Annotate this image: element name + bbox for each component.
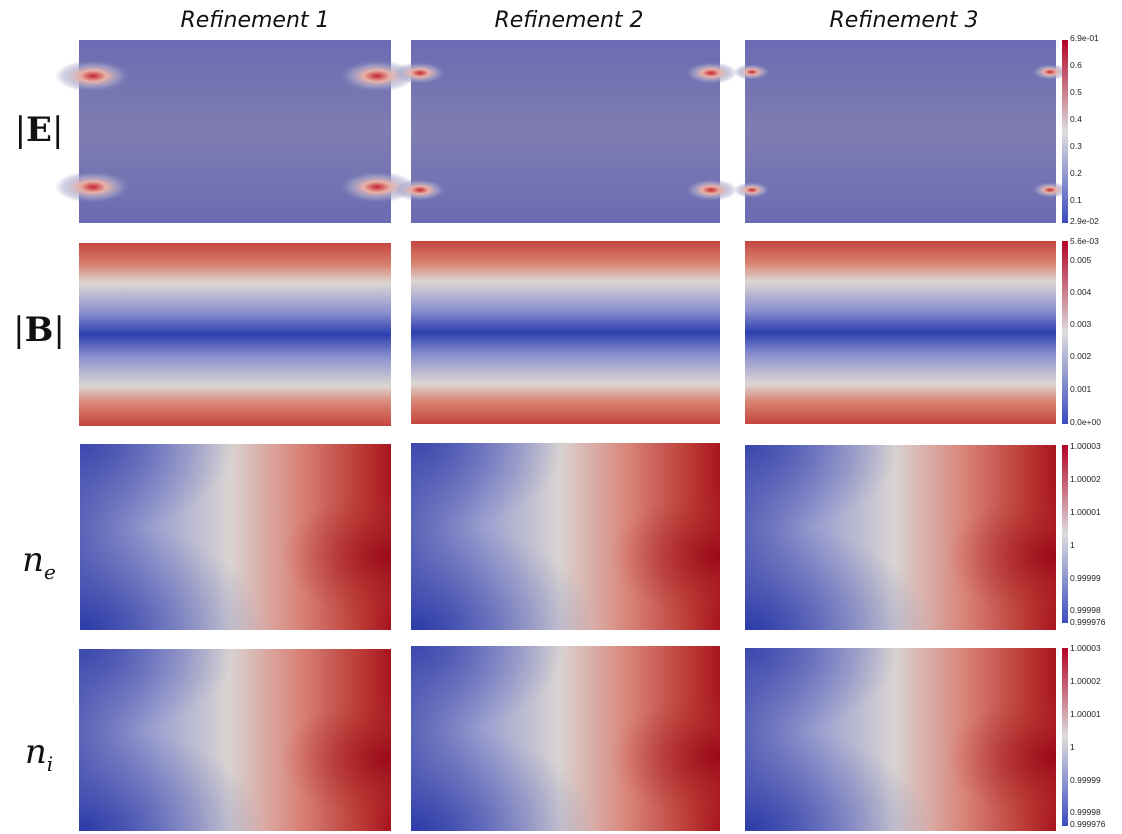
colorbar-ni-tick: 0.99998 xyxy=(1070,807,1101,817)
colorbar-bfield-tick: 0.003 xyxy=(1070,319,1092,329)
panel-efield-refinement-2 xyxy=(394,40,737,223)
colorbar-bfield-tick: 0.0e+00 xyxy=(1070,417,1101,427)
colorbar-ne-tick: 1.00002 xyxy=(1070,474,1101,484)
row-label-electric-field: |E| xyxy=(14,110,64,150)
column-title-refinement-1: Refinement 1 xyxy=(180,8,330,33)
colorbar-ni-tick: 1.00001 xyxy=(1070,709,1101,719)
colorbar-efield-tick: 0.2 xyxy=(1070,168,1082,178)
colorbar-ne-tick: 0.99999 xyxy=(1070,573,1101,583)
colorbar-ne-tick: 0.999976 xyxy=(1070,617,1106,627)
colorbar-ne xyxy=(1062,445,1068,623)
colorbar-bfield-tick: 5.6e-03 xyxy=(1070,236,1099,246)
colorbar-ne-tick: 0.99998 xyxy=(1070,605,1101,615)
colorbar-efield-tick: 0.5 xyxy=(1070,87,1082,97)
colorbar-ni-tick: 1 xyxy=(1070,742,1075,752)
colorbar-ni-tick: 0.99999 xyxy=(1070,775,1101,785)
colorbar-ni-tick: 1.00003 xyxy=(1070,643,1101,653)
colorbar-efield xyxy=(1062,40,1068,223)
colorbar-efield-tick: 6.9e-01 xyxy=(1070,33,1099,43)
panel-ne-refinement-2 xyxy=(411,443,720,630)
colorbar-efield-tick: 0.4 xyxy=(1070,114,1082,124)
row-label-magnetic-field: |B| xyxy=(13,310,65,350)
colorbar-ne-tick: 1.00003 xyxy=(1070,441,1101,451)
panel-ni-refinement-2 xyxy=(411,646,720,831)
panel-ni-refinement-1 xyxy=(79,649,391,831)
panel-ni-refinement-3 xyxy=(745,648,1056,831)
colorbar-efield-tick: 0.3 xyxy=(1070,141,1082,151)
row-label-electron-density: ne xyxy=(22,540,56,584)
colorbar-ni-tick: 1.00002 xyxy=(1070,676,1101,686)
colorbar-bfield-tick: 0.001 xyxy=(1070,384,1092,394)
panel-ne-refinement-3 xyxy=(745,445,1056,630)
colorbar-ne-tick: 1 xyxy=(1070,540,1075,550)
column-title-refinement-3: Refinement 3 xyxy=(829,8,979,33)
colorbar-bfield xyxy=(1062,241,1068,424)
panel-bfield-refinement-3 xyxy=(745,241,1056,424)
colorbar-bfield-tick: 0.005 xyxy=(1070,255,1092,265)
panel-ne-refinement-1 xyxy=(80,444,391,630)
panel-bfield-refinement-2 xyxy=(411,241,720,424)
panel-bfield-refinement-1 xyxy=(79,243,391,426)
colorbar-bfield-tick: 0.002 xyxy=(1070,351,1092,361)
colorbar-efield-tick: 0.6 xyxy=(1070,60,1082,70)
colorbar-ni xyxy=(1062,648,1068,826)
colorbar-bfield-tick: 0.004 xyxy=(1070,287,1092,297)
colorbar-efield-tick: 0.1 xyxy=(1070,195,1082,205)
colorbar-ni-tick: 0.999976 xyxy=(1070,819,1106,829)
column-title-refinement-2: Refinement 2 xyxy=(494,8,644,33)
colorbar-efield-tick: 2.9e-02 xyxy=(1070,216,1099,226)
colorbar-ne-tick: 1.00001 xyxy=(1070,507,1101,517)
panel-efield-refinement-1 xyxy=(55,40,415,223)
panel-efield-refinement-3 xyxy=(734,40,1068,223)
row-label-ion-density: ni xyxy=(24,732,54,776)
